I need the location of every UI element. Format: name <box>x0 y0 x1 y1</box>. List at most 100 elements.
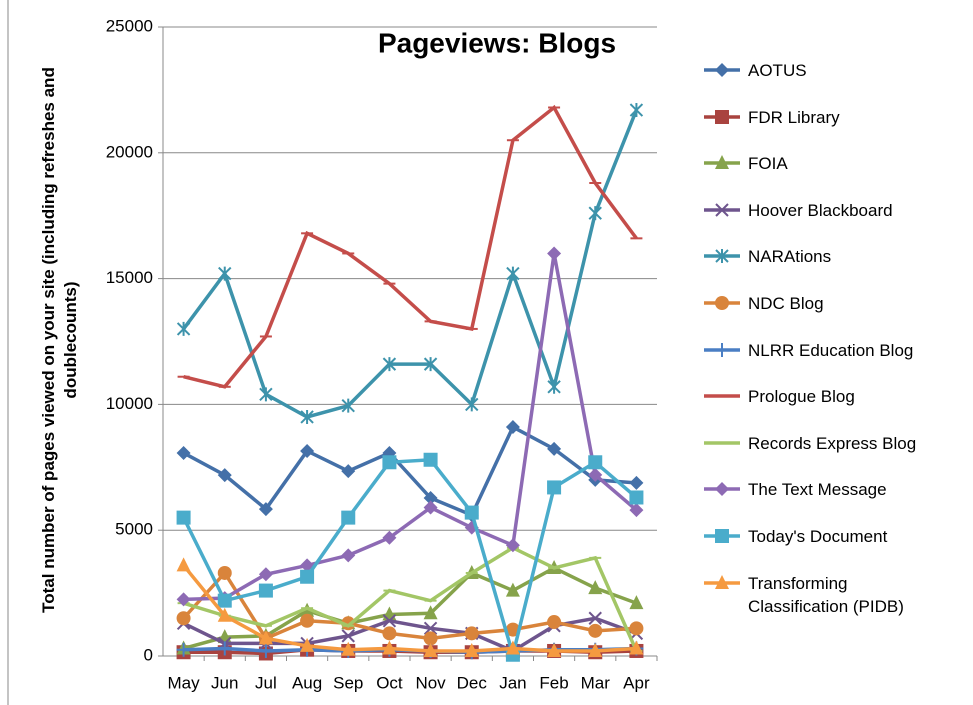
marker <box>382 640 397 655</box>
series-0 <box>176 420 644 523</box>
marker <box>382 455 397 470</box>
marker <box>300 443 315 458</box>
marker <box>258 583 273 598</box>
marker <box>547 615 562 630</box>
x-tick-label: Sep <box>333 673 363 692</box>
legend-label: The Text Message <box>748 480 887 500</box>
marker <box>715 109 729 124</box>
marker <box>217 565 232 580</box>
marker <box>588 455 603 470</box>
marker <box>629 503 644 518</box>
marker <box>629 595 644 610</box>
legend-item: Prologue Blog <box>700 384 960 431</box>
marker <box>547 246 562 261</box>
legend-swatch <box>704 482 740 497</box>
marker <box>423 500 438 515</box>
marker <box>715 249 729 264</box>
marker <box>715 528 729 543</box>
series-line <box>183 104 638 389</box>
marker <box>423 631 438 646</box>
marker <box>629 103 644 118</box>
marker <box>715 155 729 170</box>
legend-label: FOIA <box>748 154 788 174</box>
marker <box>588 580 603 595</box>
marker <box>176 611 191 626</box>
marker <box>715 203 729 217</box>
marker <box>341 398 355 413</box>
x-tick-label: Jun <box>211 673 238 692</box>
chart-title: Pageviews: Blogs <box>378 27 616 58</box>
marker <box>382 614 397 628</box>
legend-label: AOTUS <box>748 61 807 80</box>
x-tick-label: Feb <box>539 673 568 692</box>
marker <box>423 357 438 372</box>
marker <box>715 63 729 77</box>
legend-swatch <box>704 394 740 398</box>
y-axis-label: Total number of pages viewed on your sit… <box>39 67 80 613</box>
marker <box>505 622 520 637</box>
marker <box>300 613 315 628</box>
legend-swatch <box>704 203 740 217</box>
series-11 <box>176 557 644 657</box>
legend-label: Hoover Blackboard <box>748 200 893 220</box>
legend-item: NARAtions <box>700 244 960 291</box>
x-tick-label: Dec <box>457 673 488 692</box>
marker <box>300 637 315 652</box>
marker <box>588 623 603 638</box>
marker <box>588 642 603 657</box>
marker <box>300 569 315 584</box>
legend-label: Prologue Blog <box>748 387 855 407</box>
marker <box>217 468 232 483</box>
marker <box>588 206 602 221</box>
legend-swatch <box>704 249 740 264</box>
marker <box>547 379 561 394</box>
marker <box>176 557 191 572</box>
marker <box>217 607 232 622</box>
legend-label: NDC Blog <box>748 293 824 313</box>
marker <box>341 510 356 525</box>
marker <box>464 642 479 657</box>
legend-label: Today's Document <box>748 526 888 546</box>
legend-swatch <box>704 441 740 445</box>
marker <box>341 629 355 643</box>
marker <box>176 510 191 525</box>
marker <box>547 480 562 495</box>
series-4 <box>176 103 644 424</box>
legend-item: Records Express Blog <box>700 431 960 478</box>
marker <box>176 642 191 657</box>
legend-swatch <box>704 574 740 589</box>
marker <box>547 642 562 657</box>
legend-label: NARAtions <box>748 247 832 267</box>
marker <box>217 641 232 656</box>
marker <box>629 475 644 490</box>
x-tick-label: Aug <box>292 673 322 692</box>
legend-swatch <box>704 155 740 170</box>
x-tick-label: Mar <box>581 673 611 692</box>
series-5 <box>176 565 644 646</box>
marker <box>715 342 729 357</box>
marker <box>629 640 644 655</box>
legend-swatch <box>704 295 740 310</box>
x-tick-label: Oct <box>376 673 403 692</box>
y-tick-label: 15000 <box>106 268 153 287</box>
marker <box>258 630 273 645</box>
series-7 <box>177 104 643 389</box>
marker <box>423 605 438 620</box>
y-tick-label: 10000 <box>106 394 153 413</box>
marker <box>464 626 479 641</box>
legend-swatch <box>704 342 740 357</box>
legend-item: NLRR Education Blog <box>700 338 960 385</box>
marker <box>505 582 520 597</box>
y-tick-label: 5000 <box>115 520 153 539</box>
legend-item: Transforming Classification (PIDB) <box>700 571 960 618</box>
marker <box>715 574 729 589</box>
x-tick-label: Jan <box>499 673 526 692</box>
marker <box>506 266 520 281</box>
legend-item: Today's Document <box>700 524 960 571</box>
legend-swatch <box>704 63 740 77</box>
legend-label: NLRR Education Blog <box>748 340 914 360</box>
legend-item: NDC Blog <box>700 291 960 338</box>
marker <box>382 530 397 545</box>
legend-item: FDR Library <box>700 105 960 152</box>
